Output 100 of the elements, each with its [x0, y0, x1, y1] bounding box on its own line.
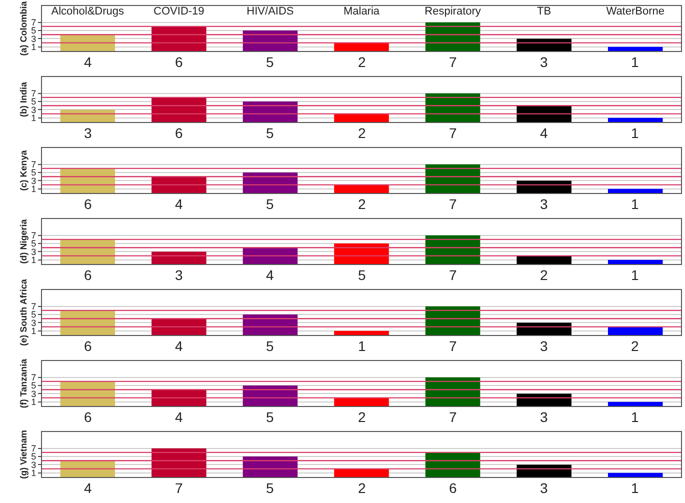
data-label: 6	[84, 267, 92, 283]
y-tick-label: 1	[31, 184, 36, 194]
data-label: 2	[540, 267, 548, 283]
y-tick-label: 5	[31, 380, 36, 391]
data-label: 1	[631, 125, 639, 141]
bar	[608, 472, 663, 477]
bar	[334, 330, 389, 335]
data-label: 6	[175, 54, 183, 70]
y-axis-title: (d) Nigeria	[18, 218, 29, 264]
bar	[334, 184, 389, 193]
data-label: 1	[358, 338, 366, 354]
data-label: 3	[540, 54, 548, 70]
y-tick-label: 3	[31, 388, 36, 399]
data-label: 4	[175, 338, 183, 354]
data-label: 1	[631, 267, 639, 283]
y-tick-label: 5	[31, 452, 36, 462]
x-tick-label: Alcohol&Drugs	[51, 6, 125, 18]
y-tick-label: 7	[31, 88, 36, 99]
data-label: 5	[266, 54, 274, 70]
data-label: 7	[449, 196, 457, 212]
y-tick-label: 7	[31, 372, 36, 383]
y-tick-label: 3	[31, 34, 36, 44]
bar	[334, 468, 389, 477]
data-label: 5	[266, 480, 274, 496]
bar	[516, 256, 572, 264]
y-tick-label: 3	[31, 246, 36, 257]
data-label: 2	[631, 338, 639, 354]
data-label: 4	[540, 125, 548, 141]
x-tick-label: WaterBorne	[606, 6, 665, 18]
data-label: 2	[358, 125, 366, 141]
y-axis-title: (e) South Africa	[18, 278, 29, 346]
bar	[608, 188, 663, 193]
data-label: 3	[540, 196, 548, 212]
data-label: 5	[266, 125, 274, 141]
y-tick-label: 7	[31, 444, 36, 454]
data-label: 7	[175, 480, 183, 496]
data-label: 2	[358, 480, 366, 496]
y-axis-title: (c) Kenya	[18, 149, 29, 191]
y-tick-label: 1	[31, 397, 36, 408]
y-tick-label: 3	[31, 104, 36, 115]
data-label: 7	[449, 267, 457, 283]
data-label: 7	[449, 125, 457, 141]
y-tick-label: 3	[31, 318, 36, 328]
data-label: 7	[449, 54, 457, 70]
data-label: 3	[540, 480, 548, 496]
data-label: 3	[175, 267, 183, 283]
x-tick-label: COVID-19	[154, 6, 204, 18]
y-tick-label: 7	[31, 18, 36, 28]
y-tick-label: 1	[31, 326, 36, 336]
bar	[608, 326, 663, 335]
y-axis-title: (g) Vietnam	[18, 430, 29, 479]
data-label: 6	[84, 409, 92, 425]
data-label: 1	[631, 409, 639, 425]
data-label: 1	[631, 196, 639, 212]
data-label: 3	[84, 125, 92, 141]
data-label: 2	[358, 409, 366, 425]
x-tick-label: Malaria	[343, 6, 380, 18]
y-tick-label: 5	[31, 26, 36, 36]
bar	[608, 118, 663, 122]
data-label: 7	[449, 409, 457, 425]
data-label: 3	[540, 409, 548, 425]
data-label: 4	[175, 409, 183, 425]
y-tick-label: 3	[31, 460, 36, 470]
y-tick-label: 5	[31, 96, 36, 107]
y-axis-title: (a) Colombia	[18, 0, 29, 56]
x-tick-label: Respiratory	[424, 6, 482, 18]
y-tick-label: 5	[31, 238, 36, 249]
data-label: 5	[358, 267, 366, 283]
bar	[334, 398, 389, 406]
x-tick-label: HIV/AIDS	[246, 6, 294, 18]
data-label: 6	[84, 196, 92, 212]
data-label: 6	[175, 125, 183, 141]
data-label: 4	[84, 54, 92, 70]
x-tick-label: TB	[537, 6, 552, 18]
y-tick-label: 7	[31, 302, 36, 312]
y-tick-label: 5	[31, 310, 36, 320]
bar	[334, 114, 389, 122]
y-tick-label: 1	[31, 113, 36, 124]
data-label: 4	[84, 480, 92, 496]
y-tick-label: 1	[31, 42, 36, 52]
data-label: 6	[84, 338, 92, 354]
data-label: 2	[358, 196, 366, 212]
bar	[334, 42, 389, 51]
y-tick-label: 1	[31, 255, 36, 266]
y-axis-title: (f) Tanzania	[18, 358, 29, 408]
y-tick-label: 5	[31, 168, 36, 178]
y-tick-label: 7	[31, 160, 36, 170]
data-label: 7	[449, 338, 457, 354]
bar	[608, 402, 663, 406]
data-label: 1	[631, 54, 639, 70]
data-label: 6	[449, 480, 457, 496]
data-label: 3	[540, 338, 548, 354]
data-label: 1	[631, 480, 639, 496]
y-tick-label: 7	[31, 230, 36, 241]
data-label: 4	[266, 267, 274, 283]
data-label: 5	[266, 338, 274, 354]
data-label: 2	[358, 54, 366, 70]
y-tick-label: 1	[31, 468, 36, 478]
data-label: 5	[266, 409, 274, 425]
data-label: 4	[175, 196, 183, 212]
